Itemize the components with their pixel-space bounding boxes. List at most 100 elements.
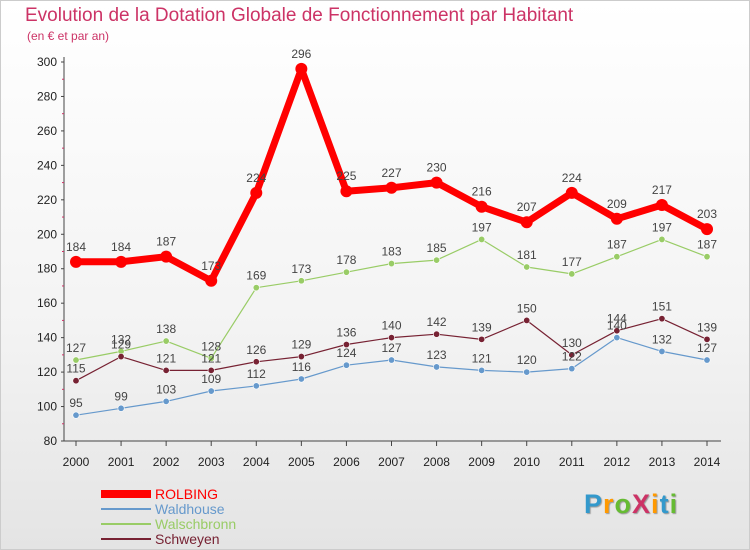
- data-point-walschbronn: [433, 256, 441, 264]
- data-label-waldhouse: 109: [201, 372, 221, 386]
- data-point-schweyen: [523, 316, 531, 324]
- data-point-walschbronn: [342, 268, 350, 276]
- data-label-rolbing: 184: [111, 240, 131, 254]
- chart-subtitle: (en € et par an): [27, 29, 110, 43]
- x-tick-label: 2001: [108, 455, 135, 469]
- data-point-rolbing: [610, 212, 623, 225]
- data-label-walschbronn: 177: [562, 255, 582, 269]
- data-point-rolbing: [520, 216, 533, 229]
- data-point-walschbronn: [523, 263, 531, 271]
- logo-letter: t: [659, 489, 670, 519]
- data-label-walschbronn: 173: [291, 262, 311, 276]
- data-point-waldhouse: [297, 375, 305, 383]
- logo-letter: P: [584, 489, 604, 519]
- data-point-schweyen: [478, 335, 486, 343]
- legend-item-rolbing: ROLBING: [101, 486, 301, 502]
- legend-item-walschbronn: Walschbronn: [101, 516, 301, 532]
- proxiti-logo: ProXiti: [584, 489, 678, 520]
- data-point-schweyen: [433, 330, 441, 338]
- data-label-rolbing: 227: [381, 166, 401, 180]
- data-point-walschbronn: [568, 270, 576, 278]
- y-tick-label: 260: [37, 124, 57, 138]
- data-label-walschbronn: 181: [517, 248, 537, 262]
- data-label-rolbing: 230: [427, 161, 447, 175]
- x-tick-label: 2010: [513, 455, 540, 469]
- data-point-walschbronn: [478, 235, 486, 243]
- data-point-waldhouse: [162, 397, 170, 405]
- data-point-rolbing: [385, 181, 398, 194]
- data-label-schweyen: 121: [156, 351, 176, 365]
- data-point-rolbing: [250, 186, 263, 199]
- data-label-schweyen: 126: [246, 343, 266, 357]
- data-point-schweyen: [162, 366, 170, 374]
- data-label-waldhouse: 127: [697, 341, 717, 355]
- data-label-waldhouse: 95: [69, 396, 83, 410]
- x-tick-label: 2011: [559, 455, 585, 469]
- data-label-rolbing: 207: [517, 200, 537, 214]
- data-point-schweyen: [613, 327, 621, 335]
- data-label-walschbronn: 169: [246, 269, 266, 283]
- y-tick-label: 100: [37, 400, 57, 414]
- data-label-waldhouse: 99: [114, 389, 128, 403]
- series-walschbronn: [72, 235, 711, 364]
- data-label-waldhouse: 140: [607, 319, 627, 333]
- data-label-waldhouse: 120: [517, 353, 537, 367]
- data-point-rolbing: [430, 176, 443, 189]
- data-point-rolbing: [565, 186, 578, 199]
- y-tick-label: 180: [37, 262, 57, 276]
- legend-label-rolbing: ROLBING: [155, 486, 219, 502]
- data-point-rolbing: [701, 223, 713, 236]
- data-point-walschbronn: [613, 253, 621, 261]
- data-point-schweyen: [342, 341, 350, 349]
- data-point-waldhouse: [523, 368, 531, 376]
- axes: 80 100 120 140 160 180 200 220 240 260 280 300 2000 2…: [37, 55, 721, 469]
- data-label-waldhouse: 124: [336, 346, 356, 360]
- data-label-waldhouse: 127: [381, 341, 401, 355]
- chart-title: Evolution de la Dotation Globale de Fonc…: [25, 5, 574, 26]
- data-point-schweyen: [207, 366, 215, 374]
- data-label-waldhouse: 116: [292, 360, 311, 374]
- y-tick-label: 300: [37, 55, 57, 69]
- data-label-waldhouse: 122: [562, 350, 582, 364]
- data-point-waldhouse: [478, 366, 486, 374]
- x-tick-label: 2005: [288, 455, 315, 469]
- data-label-walschbronn: 187: [607, 238, 627, 252]
- legend-label-schweyen: Schweyen: [155, 531, 220, 547]
- data-point-schweyen: [252, 358, 260, 366]
- data-label-rolbing: 224: [246, 171, 266, 185]
- data-point-walschbronn: [252, 284, 260, 292]
- data-point-waldhouse: [568, 365, 576, 373]
- data-label-schweyen: 151: [652, 300, 672, 314]
- data-label-rolbing: 216: [472, 185, 492, 199]
- data-label-waldhouse: 123: [427, 348, 447, 362]
- y-tick-label: 160: [37, 296, 57, 310]
- data-label-schweyen: 121: [201, 351, 221, 365]
- data-point-rolbing: [70, 255, 82, 268]
- data-label-schweyen: 130: [562, 336, 582, 350]
- series-waldhouse: [72, 334, 711, 419]
- data-label-walschbronn: 185: [427, 241, 447, 255]
- logo-letter: i: [669, 489, 679, 519]
- series-rolbing: [70, 62, 713, 287]
- y-tick-label: 240: [37, 158, 57, 172]
- data-label-rolbing: 209: [607, 197, 627, 211]
- series-layer: [70, 62, 713, 419]
- data-point-rolbing: [160, 250, 173, 263]
- data-label-walschbronn: 187: [697, 238, 717, 252]
- data-point-walschbronn: [703, 253, 711, 261]
- data-point-schweyen: [658, 315, 666, 323]
- data-point-rolbing: [340, 185, 353, 198]
- y-tick-label: 80: [44, 434, 58, 448]
- data-point-schweyen: [117, 353, 125, 361]
- data-label-walschbronn: 138: [156, 322, 176, 336]
- logo-letter: i: [651, 489, 660, 519]
- data-label-schweyen: 136: [336, 326, 356, 340]
- data-point-walschbronn: [658, 235, 666, 243]
- data-point-waldhouse: [252, 382, 260, 390]
- data-label-walschbronn: 197: [472, 220, 492, 234]
- data-label-rolbing: 224: [562, 171, 582, 185]
- data-label-rolbing: 225: [336, 169, 356, 183]
- data-label-waldhouse: 121: [472, 351, 492, 365]
- legend: ROLBING Waldhouse Walschbronn Schweyen: [101, 486, 301, 547]
